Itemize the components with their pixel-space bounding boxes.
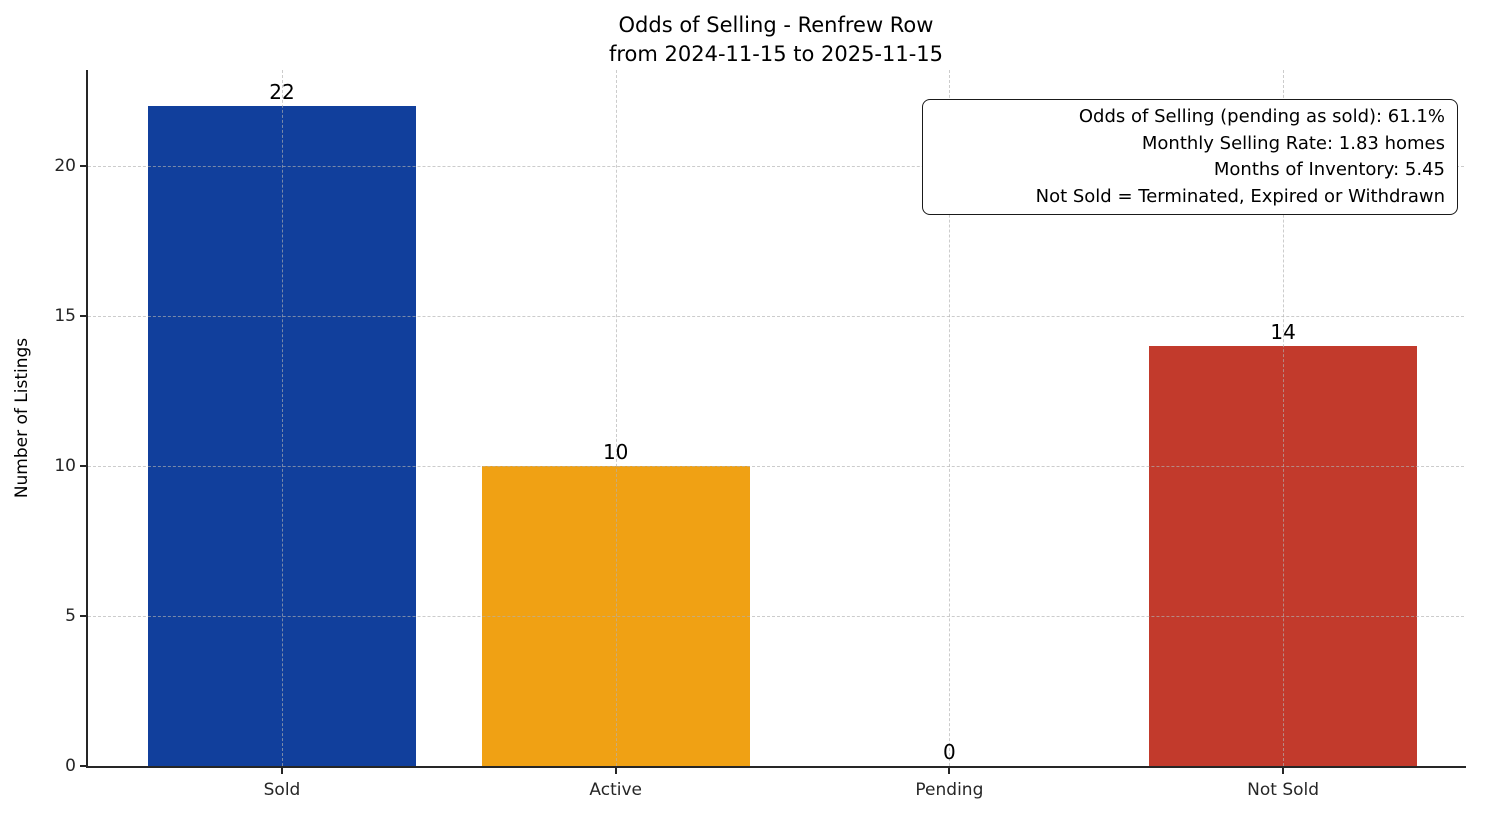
y-tick-label-5: 5 — [65, 606, 76, 626]
horizontal-gridline-5 — [88, 616, 1464, 617]
y-tick-label-20: 20 — [54, 156, 76, 176]
x-axis-spine — [86, 766, 1466, 768]
bar-value-label-sold: 22 — [269, 80, 295, 104]
stats-annotation-box: Odds of Selling (pending as sold): 61.1%… — [922, 99, 1458, 215]
y-tick-20 — [80, 165, 86, 167]
y-tick-label-0: 0 — [65, 756, 76, 776]
horizontal-gridline-10 — [88, 466, 1464, 467]
horizontal-gridline-15 — [88, 316, 1464, 317]
plot-area: 22 10 0 14 — [88, 70, 1464, 766]
annotation-odds-of-selling: Odds of Selling (pending as sold): 61.1% — [1078, 106, 1445, 127]
chart-subtitle: from 2024-11-15 to 2025-11-15 — [608, 42, 944, 66]
y-tick-10 — [80, 465, 86, 467]
x-tick-sold — [281, 768, 283, 774]
vertical-gridline-pending — [949, 70, 951, 766]
annotation-not-sold-definition: Not Sold = Terminated, Expired or Withdr… — [1035, 185, 1445, 207]
x-tick-label-not-sold: Not Sold — [1247, 780, 1320, 800]
bar-value-label-not-sold: 14 — [1270, 320, 1296, 344]
bar-value-label-pending: 0 — [943, 740, 956, 764]
bar-value-label-active: 10 — [602, 440, 629, 464]
horizontal-gridline-20 — [88, 166, 1464, 167]
x-tick-pending — [948, 768, 951, 774]
x-tick-label-sold: Sold — [263, 780, 301, 800]
vertical-gridline-not-sold — [1283, 70, 1285, 766]
chart-title: Odds of Selling - Renfrew Row — [618, 13, 934, 37]
x-tick-label-pending: Pending — [915, 780, 984, 800]
y-tick-5 — [80, 615, 86, 617]
vertical-gridline-sold — [282, 70, 283, 766]
vertical-gridline-active — [615, 70, 617, 766]
y-axis-spine — [86, 70, 88, 768]
chart-title-block: Odds of Selling - Renfrew Row from 2024-… — [609, 11, 943, 69]
annotation-monthly-selling-rate: Monthly Selling Rate: 1.83 homes — [1141, 132, 1445, 154]
y-tick-15 — [80, 315, 86, 317]
annotation-months-of-inventory: Months of Inventory: 5.45 — [1213, 159, 1445, 180]
y-tick-0 — [80, 765, 86, 767]
y-tick-label-15: 15 — [54, 306, 76, 326]
x-tick-label-active: Active — [589, 780, 642, 800]
y-tick-label-10: 10 — [54, 456, 76, 476]
x-tick-active — [614, 768, 617, 774]
x-tick-not-sold — [1282, 768, 1285, 774]
